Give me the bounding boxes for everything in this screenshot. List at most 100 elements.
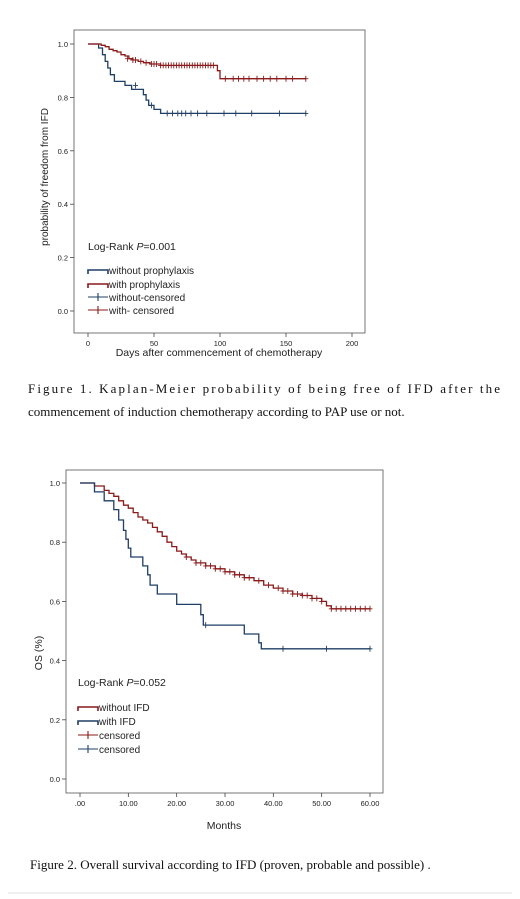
censor-mark: [230, 75, 236, 82]
chart-2-y-axis-label: OS (%): [33, 636, 45, 670]
plot-frame: [65, 469, 384, 794]
legend-item: with IFD: [77, 717, 136, 728]
legend-label: without-censored: [108, 293, 185, 304]
chart-1-legend: without prophylaxis with prophylaxis wit…: [87, 266, 194, 317]
censor-mark: [204, 110, 210, 117]
censor-mark: [217, 565, 223, 572]
censor-mark: [183, 110, 189, 117]
legend-cross-symbol: [78, 731, 98, 739]
censor-mark: [236, 75, 241, 82]
legend-cross-line: [78, 731, 98, 739]
censor-mark: [221, 110, 227, 117]
censor-mark: [233, 110, 239, 117]
chart-2-overall-survival: 0.0 0.2 0.4 0.6 0.8 1.0 .00 10.00 20.00 30.00 40.0…: [30, 469, 431, 872]
censor-mark: [198, 559, 204, 566]
y-tick-label: 0.8: [50, 538, 60, 547]
legend-step-symbol: [77, 706, 99, 711]
legend-label: censored: [99, 745, 140, 756]
censor-mark: [362, 605, 368, 612]
chart-1-freedom-from-ifd: 0.0 0.2 0.4 0.6 0.8 1.0 0 50 100 150 200 Days afte…: [28, 29, 500, 419]
caption-line-1: Figure 1. Kaplan-Meier probability of be…: [28, 381, 500, 396]
x-tick-label: 10.00: [119, 799, 138, 808]
censor-mark: [353, 605, 358, 612]
censor-mark: [203, 562, 209, 569]
censor-mark: [246, 574, 252, 581]
y-tick-label: 0.6: [58, 147, 68, 156]
chart-2-caption: Figure 2. Overall survival according to …: [30, 857, 431, 872]
censor-mark: [290, 591, 296, 597]
legend-step-line: [87, 269, 109, 274]
censor-mark: [143, 59, 149, 66]
x-tick-label: 20.00: [167, 799, 186, 808]
legend-step-symbol: [77, 720, 99, 725]
censor-mark: [222, 75, 228, 82]
legend-cross-symbol: [88, 306, 108, 314]
x-tick-label: 100: [214, 339, 227, 348]
x-tick-label: 60.00: [361, 799, 380, 808]
caption-line-2: commencement of induction chemotherapy a…: [28, 404, 405, 419]
legend-cross-symbol: [78, 745, 98, 753]
legend-label: with IFD: [98, 717, 136, 728]
censor-mark: [338, 605, 344, 612]
chart-1-caption: Figure 1. Kaplan-Meier probability of be…: [28, 381, 500, 419]
legend-step-symbol: [87, 269, 109, 274]
y-tick-label: 1.0: [50, 479, 60, 488]
y-tick-label: 0.2: [50, 716, 60, 725]
chart-2-plot-area: 0.0 0.2 0.4 0.6 0.8 1.0 .00 10.00 20.00 30.00 40.0…: [50, 469, 384, 808]
y-tick-label: 0.0: [58, 307, 68, 316]
censor-mark: [290, 75, 296, 82]
legend-step-line: [77, 720, 99, 725]
censor-mark: [280, 588, 286, 594]
censor-mark: [246, 75, 252, 82]
chart-2-x-axis-label: Months: [207, 820, 241, 832]
censor-mark: [303, 110, 309, 117]
legend-label: without IFD: [98, 703, 150, 714]
legend-step-line: [77, 706, 99, 711]
censor-mark: [193, 559, 199, 566]
censor-mark: [280, 645, 286, 652]
chart-2-legend: without IFD with IFD censored censored: [77, 703, 150, 756]
x-tick-label: 40.00: [264, 799, 283, 808]
censor-mark: [303, 75, 309, 82]
censor-mark: [154, 61, 160, 67]
legend-step-line: [87, 283, 109, 288]
censor-mark: [138, 58, 144, 65]
censor-mark: [125, 55, 131, 62]
x-tick-label: .00: [75, 799, 85, 808]
legend-item: without-censored: [88, 293, 185, 304]
x-tick-label: 200: [346, 339, 359, 348]
legend-label: censored: [99, 731, 140, 742]
censor-mark: [170, 110, 175, 117]
x-tick-label: 0: [86, 339, 90, 348]
censor-mark: [314, 595, 320, 602]
censor-mark: [210, 62, 216, 69]
survival-curve: [80, 482, 370, 610]
legend-label: with- censored: [108, 306, 174, 317]
y-tick-label: 0.0: [50, 775, 60, 784]
censor-mark: [319, 598, 325, 605]
censor-mark: [261, 75, 267, 82]
censor-mark: [324, 645, 329, 652]
censor-mark: [275, 585, 281, 592]
censor-mark: [367, 605, 373, 612]
y-tick-label: 0.2: [58, 254, 68, 263]
y-tick-label: 0.4: [58, 200, 68, 209]
censor-mark: [348, 605, 354, 612]
censor-mark: [285, 588, 291, 594]
censor-mark: [212, 565, 218, 572]
chart-1-y-axis-label: probability of freedom from IFD: [40, 108, 51, 246]
legend-cross-symbol: [88, 293, 108, 301]
censor-mark: [276, 110, 282, 117]
censor-mark: [222, 568, 228, 575]
legend-label: with prophylaxis: [108, 280, 180, 291]
x-tick-label: 150: [280, 339, 293, 348]
censor-mark: [208, 562, 213, 569]
legend-item: with- censored: [88, 306, 174, 317]
chart-1-log-rank-annotation: Log-Rank P=0.001: [88, 241, 176, 253]
legend-cross-line: [88, 293, 108, 301]
legend-item: without prophylaxis: [87, 266, 194, 277]
survival-curve: [80, 482, 370, 650]
censor-mark: [188, 110, 194, 117]
legend-item: censored: [78, 745, 140, 756]
